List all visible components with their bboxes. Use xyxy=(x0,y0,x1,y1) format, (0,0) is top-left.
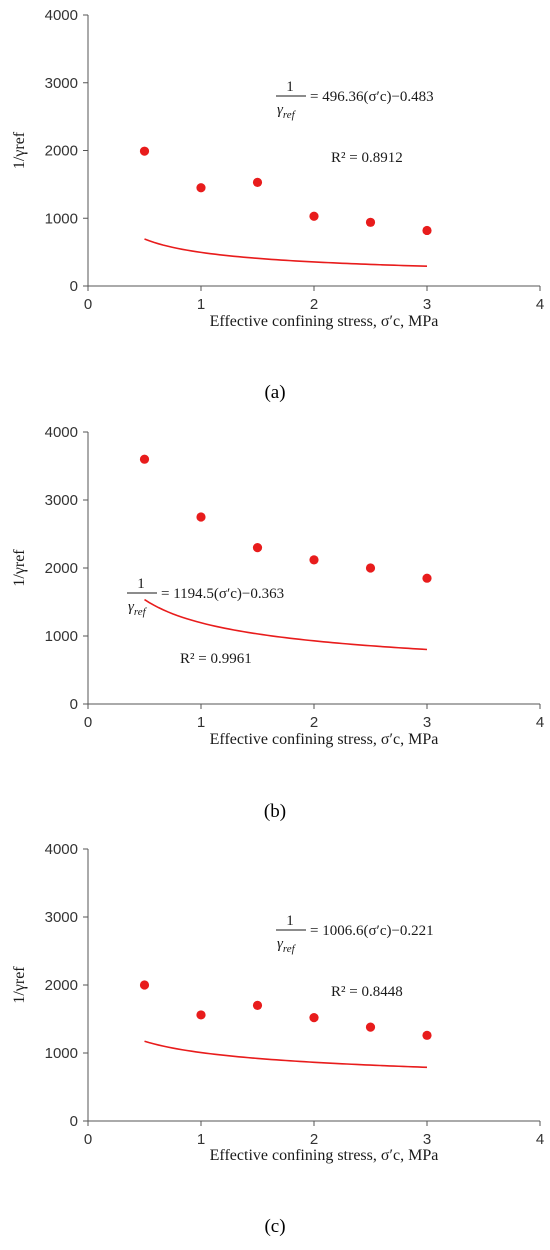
data-point xyxy=(139,454,150,464)
equation-denominator: γref xyxy=(277,936,297,955)
equation-numerator: 1 xyxy=(286,79,294,95)
r-squared-label: R² = 0.9961 xyxy=(180,651,252,667)
chart-panel-a: 0 1 2 3 4 0 1000 2000 3000 4000 Effective confinin… xyxy=(11,7,544,403)
y-tick-label: 3000 xyxy=(45,909,78,926)
r-squared-label: R² = 0.8448 xyxy=(331,984,403,1000)
data-point xyxy=(252,543,263,553)
data-point xyxy=(139,980,150,990)
y-tick-label: 2000 xyxy=(45,977,78,994)
y-tick-label: 2000 xyxy=(45,143,78,160)
y-tick-label: 2000 xyxy=(45,560,78,577)
x-axis-label: Effective confining stress, σ′c, MPa xyxy=(210,313,439,330)
x-tick-label: 2 xyxy=(310,714,318,731)
equation-numerator: 1 xyxy=(286,913,294,929)
equation-denominator: γref xyxy=(277,102,297,121)
x-axis-label: Effective confining stress, σ′c, MPa xyxy=(210,731,439,748)
data-point xyxy=(422,1030,432,1040)
fit-curve xyxy=(144,598,428,651)
data-point xyxy=(252,177,263,187)
y-tick-label: 4000 xyxy=(45,7,78,24)
y-tick-label: 0 xyxy=(70,696,78,713)
y-tick-label: 3000 xyxy=(45,492,78,509)
x-tick-label: 3 xyxy=(423,1131,431,1148)
data-point xyxy=(422,225,432,236)
equation-numerator: 1 xyxy=(137,576,145,592)
y-tick-label: 3000 xyxy=(45,75,78,92)
x-tick-label: 0 xyxy=(84,714,92,731)
x-tick-label: 1 xyxy=(197,1131,205,1148)
equation-rhs: = 496.36(σ′c)−0.483 xyxy=(310,89,434,105)
data-point xyxy=(365,563,376,573)
data-point xyxy=(139,146,150,156)
y-tick-label: 0 xyxy=(70,278,78,295)
y-tick-label: 0 xyxy=(70,1113,78,1130)
equation-denominator: γref xyxy=(128,599,148,618)
fit-curve xyxy=(144,238,428,268)
y-tick-label: 1000 xyxy=(45,210,78,227)
x-tick-label: 1 xyxy=(197,714,205,731)
data-point xyxy=(309,211,319,221)
x-tick-label: 4 xyxy=(536,296,544,313)
data-point xyxy=(365,1022,376,1032)
data-point xyxy=(196,1010,206,1020)
y-axis-label: 1/γref xyxy=(11,549,28,587)
data-point xyxy=(309,1013,319,1023)
panel-label: (b) xyxy=(264,801,286,822)
x-tick-label: 4 xyxy=(536,714,544,731)
y-axis-label: 1/γref xyxy=(11,966,28,1004)
x-tick-label: 0 xyxy=(84,296,92,313)
equation-rhs: = 1006.6(σ′c)−0.221 xyxy=(310,923,434,939)
x-tick-label: 1 xyxy=(197,296,205,313)
x-tick-label: 2 xyxy=(310,296,318,313)
fit-equation: 1 γref = 1194.5(σ′c)−0.363 xyxy=(127,576,284,618)
panel-label: (c) xyxy=(264,1216,285,1237)
x-tick-label: 2 xyxy=(310,1131,318,1148)
equation-rhs: = 1194.5(σ′c)−0.363 xyxy=(161,586,284,602)
y-tick-label: 1000 xyxy=(45,1045,78,1062)
fit-equation: 1 γref = 496.36(σ′c)−0.483 xyxy=(276,79,434,121)
panel-label: (a) xyxy=(264,382,285,403)
y-tick-label: 4000 xyxy=(45,424,78,441)
y-axis-label: 1/γref xyxy=(11,131,28,169)
chart-panel-b: 0 1 2 3 4 0 1000 2000 3000 4000 Effective confinin… xyxy=(11,424,544,822)
x-tick-label: 3 xyxy=(423,714,431,731)
data-point xyxy=(365,217,376,227)
r-squared-label: R² = 0.8912 xyxy=(331,150,403,166)
x-axis-label: Effective confining stress, σ′c, MPa xyxy=(210,1147,439,1164)
x-tick-label: 4 xyxy=(536,1131,544,1148)
data-point xyxy=(196,183,206,193)
x-tick-label: 3 xyxy=(423,296,431,313)
y-tick-label: 4000 xyxy=(45,841,78,858)
data-point xyxy=(252,1000,263,1011)
fit-curve xyxy=(144,1040,428,1069)
x-tick-label: 0 xyxy=(84,1131,92,1148)
data-point xyxy=(309,555,319,565)
data-point xyxy=(422,573,432,583)
chart-panel-c: 0 1 2 3 4 0 1000 2000 3000 4000 Effective confinin… xyxy=(11,841,544,1237)
y-tick-label: 1000 xyxy=(45,628,78,645)
data-point xyxy=(196,512,206,522)
fit-equation: 1 γref = 1006.6(σ′c)−0.221 xyxy=(276,913,434,955)
